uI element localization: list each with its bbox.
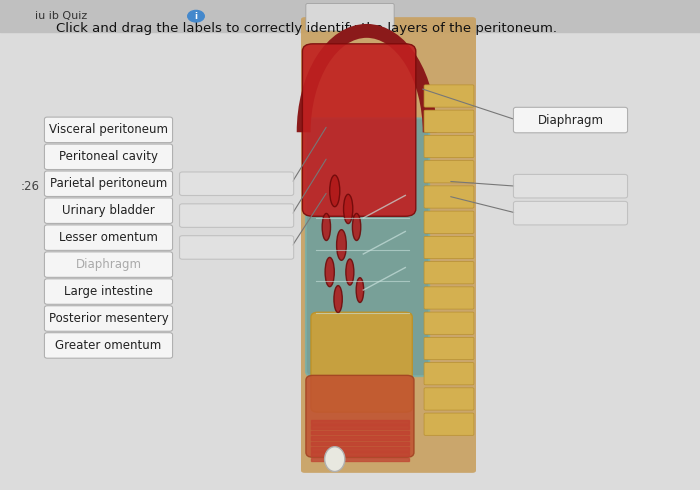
Text: Visceral peritoneum: Visceral peritoneum [49, 123, 168, 136]
Bar [312, 420, 409, 423]
FancyBboxPatch shape [311, 312, 412, 412]
FancyBboxPatch shape [45, 279, 173, 304]
Text: Greater omentum: Greater omentum [55, 339, 162, 352]
Text: iu ib Quiz: iu ib Quiz [35, 11, 88, 21]
FancyBboxPatch shape [424, 388, 474, 410]
Bar [312, 458, 409, 462]
Bar [312, 452, 409, 456]
Text: Large intestine: Large intestine [64, 285, 153, 298]
Text: Click and drag the labels to correctly identify the layers of the peritoneum.: Click and drag the labels to correctly i… [56, 22, 557, 35]
Text: i: i [195, 12, 197, 21]
FancyBboxPatch shape [424, 110, 474, 132]
Text: Lesser omentum: Lesser omentum [59, 231, 158, 244]
FancyBboxPatch shape [45, 333, 173, 358]
Bar [0, 0, 700, 32]
FancyBboxPatch shape [424, 161, 474, 183]
Bar [312, 431, 409, 434]
FancyBboxPatch shape [424, 135, 474, 158]
FancyBboxPatch shape [179, 204, 294, 227]
Ellipse shape [337, 230, 346, 260]
Text: Urinary bladder: Urinary bladder [62, 204, 155, 217]
FancyBboxPatch shape [424, 413, 474, 435]
FancyBboxPatch shape [45, 144, 173, 170]
FancyBboxPatch shape [424, 363, 474, 385]
FancyBboxPatch shape [45, 252, 173, 277]
FancyBboxPatch shape [424, 337, 474, 360]
FancyBboxPatch shape [45, 117, 173, 143]
FancyBboxPatch shape [45, 198, 173, 223]
Bar [312, 447, 409, 451]
FancyBboxPatch shape [306, 3, 394, 31]
FancyBboxPatch shape [513, 201, 627, 225]
Bar [312, 425, 409, 429]
FancyBboxPatch shape [301, 17, 476, 473]
Circle shape [188, 10, 204, 22]
Text: Diaphragm: Diaphragm [76, 258, 141, 271]
Text: Posterior mesentery: Posterior mesentery [48, 312, 169, 325]
Bar [312, 441, 409, 445]
Ellipse shape [334, 286, 342, 313]
FancyBboxPatch shape [424, 262, 474, 284]
FancyBboxPatch shape [424, 85, 474, 107]
Text: Peritoneal cavity: Peritoneal cavity [59, 150, 158, 163]
FancyBboxPatch shape [424, 236, 474, 259]
FancyBboxPatch shape [302, 44, 416, 216]
FancyBboxPatch shape [424, 211, 474, 233]
FancyBboxPatch shape [179, 236, 294, 259]
FancyBboxPatch shape [45, 225, 173, 250]
FancyBboxPatch shape [513, 107, 627, 133]
FancyBboxPatch shape [45, 306, 173, 331]
FancyBboxPatch shape [45, 171, 173, 196]
Ellipse shape [356, 278, 364, 302]
Text: :26: :26 [21, 180, 40, 193]
FancyBboxPatch shape [513, 174, 627, 198]
Ellipse shape [330, 175, 340, 207]
Ellipse shape [322, 214, 330, 241]
FancyBboxPatch shape [424, 312, 474, 334]
FancyBboxPatch shape [424, 287, 474, 309]
Bar [312, 436, 409, 440]
Ellipse shape [344, 194, 353, 223]
FancyBboxPatch shape [306, 375, 414, 457]
Ellipse shape [352, 214, 361, 241]
Text: Parietal peritoneum: Parietal peritoneum [50, 177, 167, 190]
Ellipse shape [346, 259, 354, 285]
FancyBboxPatch shape [424, 186, 474, 208]
FancyBboxPatch shape [306, 119, 429, 376]
FancyBboxPatch shape [179, 172, 294, 196]
Text: Diaphragm: Diaphragm [538, 114, 603, 126]
Ellipse shape [325, 257, 335, 287]
Ellipse shape [325, 447, 345, 471]
